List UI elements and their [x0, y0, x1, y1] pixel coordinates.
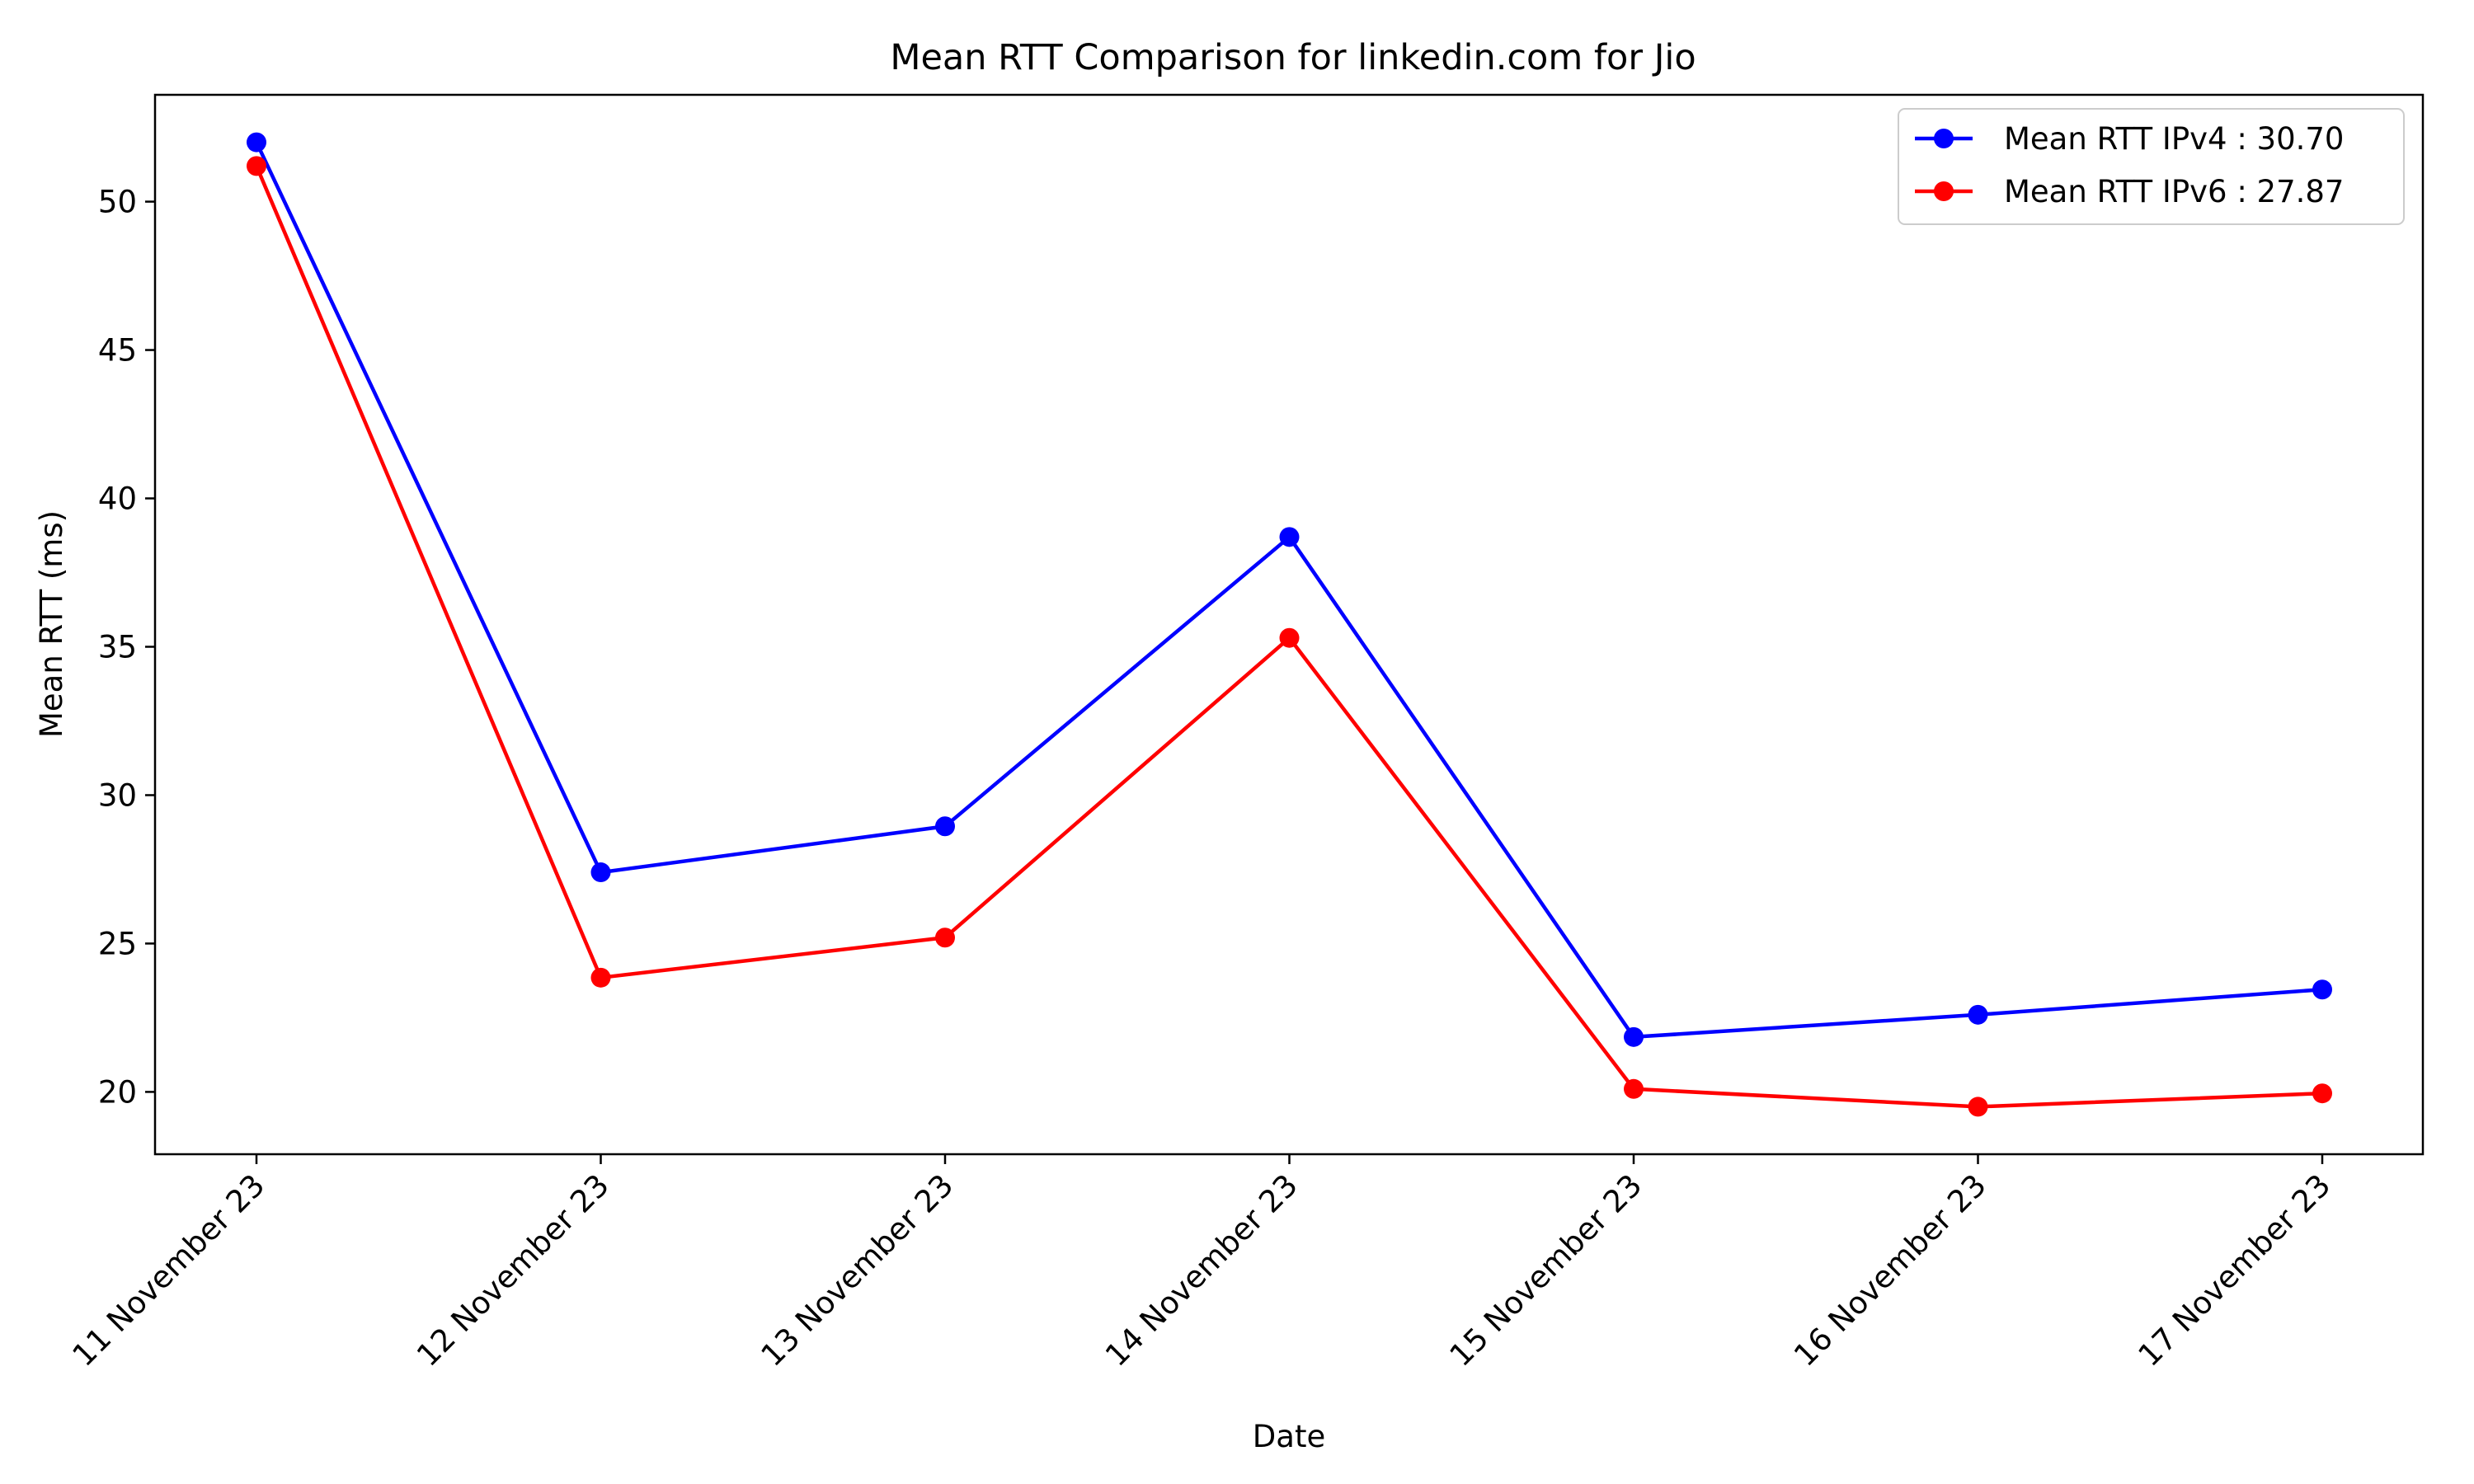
data-point-ipv6: [247, 156, 266, 176]
series-layer: [247, 132, 2332, 1117]
y-tick-label: 30: [98, 777, 137, 813]
data-point-ipv6: [1968, 1097, 1988, 1117]
x-tick-label: 15 November 23: [1443, 1167, 1649, 1374]
chart-title: Mean RTT Comparison for linkedin.com for…: [890, 37, 1696, 78]
y-tick-label: 45: [98, 333, 137, 369]
data-point-ipv6: [1624, 1078, 1644, 1099]
data-point-ipv6: [935, 928, 955, 948]
x-tick-label: 14 November 23: [1098, 1167, 1305, 1374]
x-tick-label: 13 November 23: [755, 1167, 961, 1374]
x-tick-label: 17 November 23: [2132, 1167, 2338, 1374]
legend-ipv6-label: Mean RTT IPv6 : 27.87: [2004, 174, 2344, 209]
data-point-ipv6: [2312, 1083, 2332, 1104]
x-tick-label: 11 November 23: [66, 1167, 272, 1374]
y-tick-label: 35: [98, 629, 137, 665]
data-point-ipv6: [590, 967, 611, 988]
y-tick-label: 20: [98, 1074, 137, 1110]
data-point-ipv4: [1279, 527, 1300, 547]
data-point-ipv6: [1279, 627, 1300, 648]
x-axis-ticks: 11 November 23 12 November 23 13 November …: [66, 1154, 2338, 1374]
legend-box: [1898, 108, 2405, 225]
x-tick-label: 12 November 23: [410, 1167, 616, 1374]
data-point-ipv4: [935, 816, 955, 837]
legend: Mean RTT IPv4 : 30.70 Mean RTT IPv6 : 27…: [1898, 108, 2405, 225]
x-axis-label: Date: [1253, 1419, 1325, 1454]
y-axis-ticks: 20 25 30 35 40 45 50: [98, 185, 155, 1110]
x-tick-label: 16 November 23: [1787, 1167, 1993, 1374]
data-point-ipv4: [247, 132, 266, 153]
data-point-ipv4: [1968, 1004, 1988, 1025]
data-point-ipv4: [2312, 979, 2332, 1000]
data-point-ipv4: [590, 862, 611, 883]
series-line-ipv4: [254, 141, 2323, 1040]
y-axis-label: Mean RTT (ms): [34, 510, 69, 738]
legend-ipv4-label: Mean RTT IPv4 : 30.70: [2004, 121, 2344, 157]
y-tick-label: 40: [98, 481, 137, 517]
plot-area-frame: [153, 93, 2425, 1156]
legend-ipv6-marker: [1934, 181, 1954, 201]
y-tick-label: 25: [98, 926, 137, 961]
y-tick-label: 50: [98, 185, 137, 220]
data-point-ipv4: [1624, 1026, 1644, 1047]
legend-ipv4-marker: [1934, 129, 1954, 148]
